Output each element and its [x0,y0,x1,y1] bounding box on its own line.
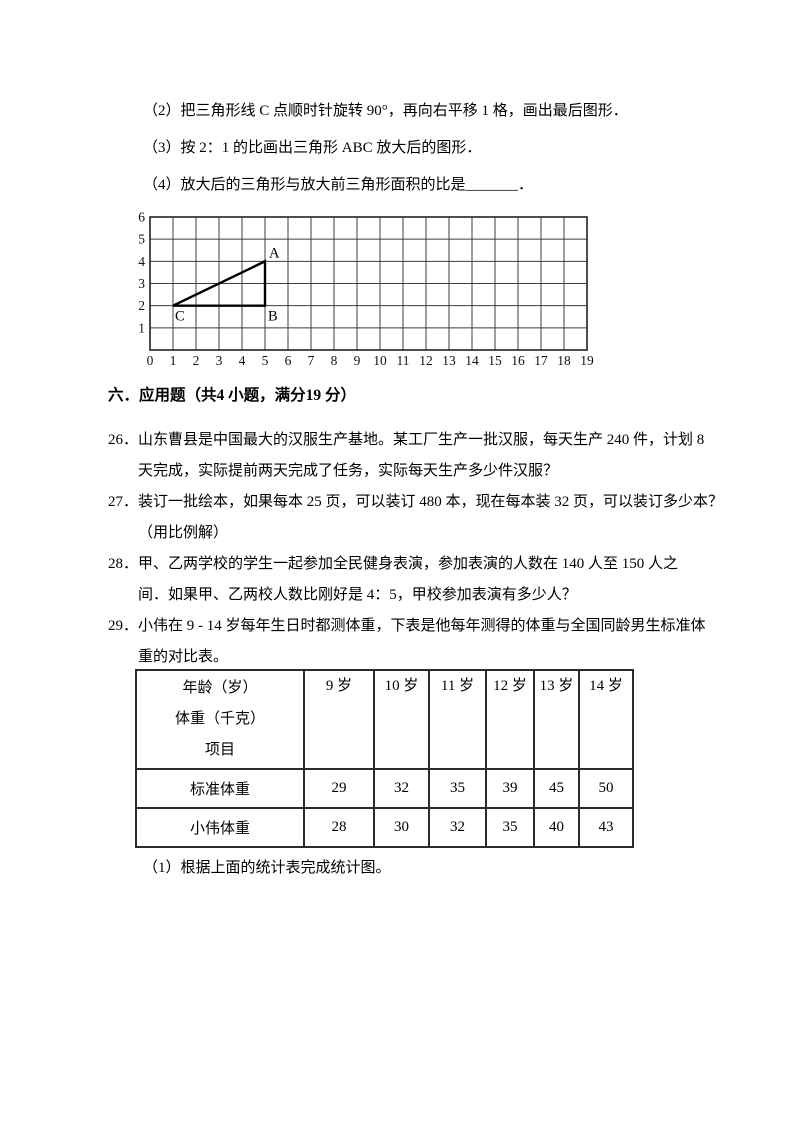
problem-27: 27． 装订一批绘本，如果每本 25 页，可以装订 480 本，现在每本装 32… [108,487,794,549]
vertex-label-a: A [269,245,280,261]
problem-number: 26． [108,432,139,448]
coordinate-grid-chart: 0 1 2 3 4 5 6 7 8 9 10 11 12 13 14 15 16 17 18 19 6 5 4 3 2 1 A B C [138,210,794,374]
x-tick-label: 8 [331,353,338,368]
age-header-cell: 13 岁 [533,669,580,770]
value-cell: 40 [533,807,580,848]
x-tick-label: 14 [465,353,479,368]
problem-text-line: 天完成，实际提前两天完成了任务，实际每天生产多少件汉服？ [138,463,559,479]
table-header-row: 年龄（岁） 体重（千克） 项目 9 岁 10 岁 11 岁 12 岁 13 岁 … [135,669,634,770]
sub-question-2: （2）把三角形线 C 点顺时针旋转 90°，再向右平移 1 格，画出最后图形． [143,103,628,119]
problem-number: 27． [108,494,139,510]
exam-page: （2）把三角形线 C 点顺时针旋转 90°，再向右平移 1 格，画出最后图形． … [108,103,794,876]
problem-26: 26． 山东曹县是中国最大的汉服生产基地。某工厂生产一批汉服，每天生产 240 … [108,425,794,487]
x-tick-label: 17 [534,353,548,368]
age-header-cell: 14 岁 [578,669,634,770]
y-tick-label: 6 [138,211,145,225]
y-tick-label: 4 [138,254,145,269]
x-tick-label: 9 [354,353,361,368]
corner-line-weight: 体重（千克） [174,711,265,727]
x-tick-label: 18 [557,353,571,368]
value-cell: 50 [578,768,634,809]
problem-text-line: 装订一批绘本，如果每本 25 页，可以装订 480 本，现在每本装 32 页，可… [138,494,724,510]
triangle-abc [172,259,267,307]
x-tick-label: 3 [216,353,223,368]
vertex-label-b: B [268,309,278,325]
table-row-xiaowei-weight: 小伟体重 28 30 32 35 40 43 [135,807,634,848]
grid-border [149,216,588,351]
sub-question-4: （4）放大后的三角形与放大前三角形面积的比是_______． [143,177,534,193]
x-tick-label: 1 [170,353,177,368]
x-tick-label: 11 [397,353,410,368]
age-header-cell: 9 岁 [303,669,375,770]
problem-29: 29． 小伟在 9 - 14 岁每年生日时都测体重，下表是他每年测得的体重与全国… [108,611,794,673]
corner-line-age: 年龄（岁） [182,680,258,696]
value-cell: 29 [303,768,375,809]
table-corner-cell: 年龄（岁） 体重（千克） 项目 [135,669,305,770]
problem-text-line: 重的对比表。 [138,649,229,665]
problem-28: 28． 甲、乙两学校的学生一起参加全民健身表演，参加表演的人数在 140 人至 … [108,549,794,611]
x-tick-label: 0 [147,353,154,368]
age-header-cell: 11 岁 [428,669,487,770]
x-tick-label: 7 [308,353,315,368]
y-tick-label: 5 [138,232,145,247]
problem-text-line: 间．如果甲、乙两校人数比刚好是 4：5，甲校参加表演有多少人？ [138,587,577,603]
x-tick-label: 6 [285,353,292,368]
value-cell: 32 [428,807,487,848]
value-cell: 35 [428,768,487,809]
y-tick-label: 3 [138,276,145,291]
weight-comparison-table: 年龄（岁） 体重（千克） 项目 9 岁 10 岁 11 岁 12 岁 13 岁 … [135,669,634,848]
x-tick-label: 5 [262,353,269,368]
value-cell: 39 [485,768,535,809]
problem-number: 28． [108,556,139,572]
age-header-cell: 10 岁 [373,669,430,770]
problem-text-line: 小伟在 9 - 14 岁每年生日时都测体重，下表是他每年测得的体重与全国同龄男生… [138,618,706,634]
value-cell: 43 [578,807,634,848]
sub-question-1-note: （1）根据上面的统计表完成统计图。 [143,860,391,876]
x-tick-label: 15 [488,353,502,368]
row-label-cell: 标准体重 [135,768,305,809]
y-tick-label: 1 [138,320,145,335]
sub-question-3: （3）按 2：1 的比画出三角形 ABC 放大后的图形． [143,140,482,156]
x-tick-label: 13 [442,353,456,368]
value-cell: 35 [485,807,535,848]
table-row-standard-weight: 标准体重 29 32 35 39 45 50 [135,768,634,809]
corner-line-item: 项目 [204,742,235,758]
problem-text-line: （用比例解） [138,525,229,541]
x-tick-label: 10 [373,353,387,368]
x-tick-label: 16 [511,353,525,368]
section-header: 六．应用题（共4 小题，满分19 分） [108,387,357,404]
problem-text-line: 山东曹县是中国最大的汉服生产基地。某工厂生产一批汉服，每天生产 240 件，计划… [138,432,705,448]
problem-number: 29． [108,618,139,634]
problem-text-line: 甲、乙两学校的学生一起参加全民健身表演，参加表演的人数在 140 人至 150 … [138,556,679,572]
row-label-cell: 小伟体重 [135,807,305,848]
x-tick-label: 2 [193,353,200,368]
value-cell: 32 [373,768,430,809]
age-header-cell: 12 岁 [485,669,535,770]
value-cell: 45 [533,768,580,809]
value-cell: 28 [303,807,375,848]
x-tick-label: 12 [419,353,433,368]
value-cell: 30 [373,807,430,848]
y-tick-label: 2 [138,298,145,313]
x-tick-label: 4 [239,353,246,368]
vertex-label-c: C [175,309,185,325]
x-tick-label: 19 [580,353,594,368]
